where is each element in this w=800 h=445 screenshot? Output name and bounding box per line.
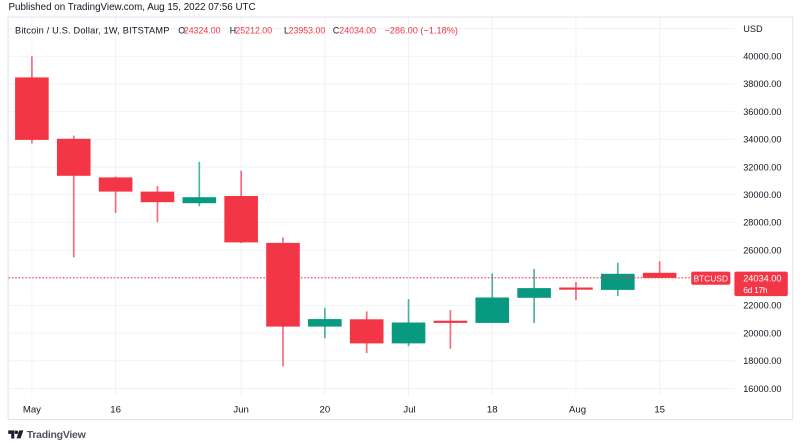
svg-text:Bitcoin / U.S. Dollar, 1W, BIT: Bitcoin / U.S. Dollar, 1W, BITSTAMP [15,25,170,35]
svg-text:23953.00: 23953.00 [289,25,326,35]
svg-text:Jun: Jun [233,404,248,415]
svg-text:H: H [230,25,236,35]
svg-text:−286.00 (−1.18%): −286.00 (−1.18%) [384,25,458,35]
svg-text:20000.00: 20000.00 [743,328,781,338]
svg-text:Published on TradingView.com,: Published on TradingView.com, Aug 15, 20… [9,2,256,13]
svg-text:16: 16 [110,404,121,415]
svg-text:24034.00: 24034.00 [743,273,781,283]
svg-text:O: O [178,25,185,35]
svg-text:36000.00: 36000.00 [743,107,781,117]
svg-text:6d 17h: 6d 17h [743,285,768,295]
svg-text:34000.00: 34000.00 [743,135,781,145]
svg-text:15: 15 [654,404,665,415]
svg-text:TradingView: TradingView [27,429,87,441]
svg-text:May: May [23,404,41,415]
svg-text:USD: USD [743,24,763,34]
svg-text:22000.00: 22000.00 [743,301,781,311]
svg-text:40000.00: 40000.00 [743,51,781,61]
svg-text:C: C [333,25,340,35]
svg-text:24324.00: 24324.00 [184,25,221,35]
svg-text:26000.00: 26000.00 [743,245,781,255]
svg-text:24034.00: 24034.00 [339,25,376,35]
svg-text:25212.00: 25212.00 [235,25,272,35]
svg-text:30000.00: 30000.00 [743,190,781,200]
svg-text:28000.00: 28000.00 [743,218,781,228]
svg-text:38000.00: 38000.00 [743,79,781,89]
svg-text:Aug: Aug [569,404,586,415]
svg-text:L: L [284,25,289,35]
svg-text:18: 18 [487,404,498,415]
svg-text:16000.00: 16000.00 [743,384,781,394]
svg-text:20: 20 [320,404,331,415]
svg-text:BTCUSD: BTCUSD [694,273,728,283]
svg-text:32000.00: 32000.00 [743,162,781,172]
svg-text:Jul: Jul [403,404,415,415]
svg-text:18000.00: 18000.00 [743,356,781,366]
